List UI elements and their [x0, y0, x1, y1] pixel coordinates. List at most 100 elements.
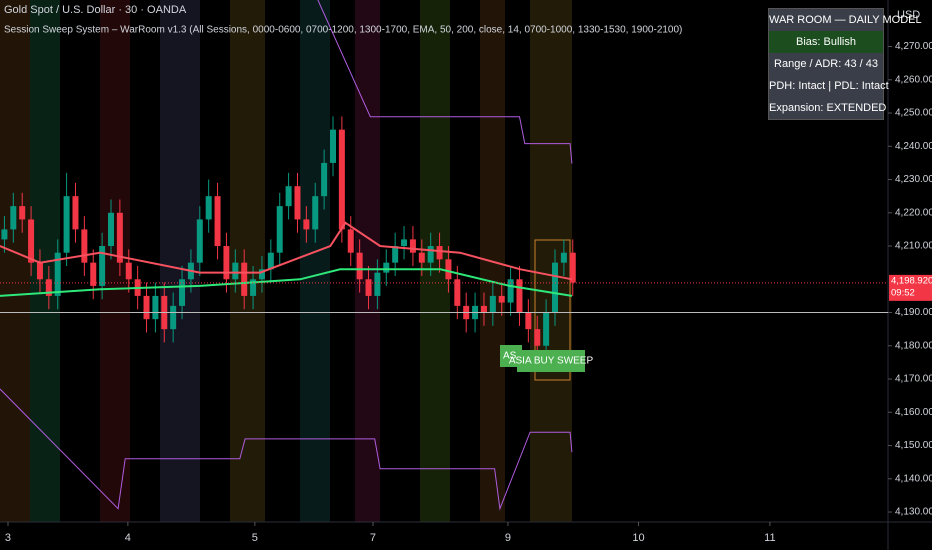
candle-body [99, 246, 106, 286]
candle-body [125, 262, 132, 280]
candle-body [401, 239, 408, 247]
currency: USD [897, 9, 920, 21]
candle-body [303, 219, 310, 230]
candle-body [223, 246, 230, 280]
price-tag-time: 09:52 [891, 287, 915, 298]
candle-body [241, 262, 248, 296]
candle-body [170, 305, 177, 330]
y-tick-label: 4,150.000 [895, 440, 932, 451]
candle-body [232, 262, 239, 280]
panel-row: Expansion: EXTENDED [769, 102, 887, 114]
candle-body [276, 206, 283, 253]
candle-body [196, 219, 203, 263]
panel-row: Bias: Bullish [769, 31, 883, 53]
candle-body [445, 259, 452, 280]
candle-body [330, 129, 336, 163]
y-tick-label: 4,210.000 [895, 241, 932, 252]
candle-body [294, 186, 301, 220]
candle-body [436, 246, 443, 260]
candle-body [116, 212, 123, 263]
candle-body [418, 252, 425, 263]
candle-body [392, 246, 399, 263]
candle-body [383, 262, 390, 273]
panel-row: PDH: Intact | PDL: Intact [769, 80, 889, 92]
candle-body [534, 329, 541, 346]
candle-body [19, 206, 26, 220]
candle-body [525, 312, 532, 330]
x-tick-label: 9 [505, 532, 511, 544]
candle-body [81, 229, 88, 263]
candle-body [285, 186, 292, 207]
candle-body [480, 305, 487, 313]
candle-body [569, 252, 576, 283]
session-band [300, 0, 330, 522]
y-tick-label: 4,270.000 [895, 41, 932, 52]
candle-body [312, 196, 319, 230]
y-tick-label: 4,220.000 [895, 207, 932, 218]
candle-body [143, 295, 150, 320]
session-band [230, 0, 265, 522]
candle-body [427, 246, 434, 263]
session-box [534, 239, 571, 381]
annotation-box [517, 350, 585, 372]
candle-body [72, 196, 79, 230]
y-tick-label: 4,190.000 [895, 307, 932, 318]
candle-body [356, 252, 363, 280]
y-tick-label: 4,230.000 [895, 174, 932, 185]
annotation: ASI [503, 351, 519, 362]
info-panel: WAR ROOM — DAILY MODEL Bias: Bullish Ran… [768, 8, 922, 120]
candle-body [321, 162, 328, 197]
panel-title: WAR ROOM — DAILY MODEL [769, 14, 922, 26]
indicator-line [0, 221, 573, 281]
candle-body [489, 295, 496, 313]
candle-body [374, 272, 381, 296]
x-tick-label: 5 [252, 532, 258, 544]
session-band [160, 0, 200, 522]
y-tick-label: 4,250.000 [895, 108, 932, 119]
candle-body [347, 229, 354, 253]
candle-body [250, 279, 257, 296]
price-tag-label: 4,198.920 [891, 275, 932, 286]
candle-body [152, 295, 159, 320]
candle-body [543, 312, 550, 346]
candle-body [267, 252, 274, 270]
indicator-label: Session Sweep System – WarRoom v1.3 (All… [4, 25, 682, 36]
session-bands [0, 0, 572, 522]
candle-body [552, 262, 558, 313]
candle-body [63, 196, 70, 253]
y-tick-label: 4,180.000 [895, 340, 932, 351]
x-tick-label: 11 [764, 532, 775, 544]
annotation: ASIA BUY SWEEP [509, 356, 594, 367]
x-tick-label: 3 [5, 532, 11, 544]
candle-body [365, 279, 372, 296]
candle-body [454, 279, 461, 306]
price-tag [889, 274, 932, 301]
candle-body [409, 239, 416, 253]
candle-body [90, 262, 97, 286]
session-band [420, 0, 450, 522]
y-tick-label: 4,140.000 [895, 473, 932, 484]
x-tick-label: 4 [125, 532, 131, 544]
chart-title: Gold Spot / U.S. Dollar · 30 · OANDA [4, 4, 187, 16]
indicator-line [0, 388, 573, 511]
indicator-line [317, 0, 573, 164]
candle-body [214, 196, 221, 247]
candle-body [54, 252, 61, 296]
x-tick-label: 7 [370, 532, 376, 544]
candle-body [36, 262, 43, 280]
candle-body [507, 279, 514, 303]
candle-body [179, 279, 186, 306]
candle-body [45, 279, 52, 296]
y-tick-label: 4,170.000 [895, 374, 932, 385]
candle-body [498, 295, 505, 303]
candle-body [10, 206, 17, 230]
candle-body [28, 219, 35, 263]
y-tick-label: 4,260.000 [895, 74, 932, 85]
x-tick-label: 10 [632, 532, 644, 544]
candle-body [560, 252, 567, 263]
candle-body [338, 129, 345, 230]
candle-body [516, 279, 523, 313]
y-tick-label: 4,160.000 [895, 407, 932, 418]
annotation-box [500, 345, 522, 367]
